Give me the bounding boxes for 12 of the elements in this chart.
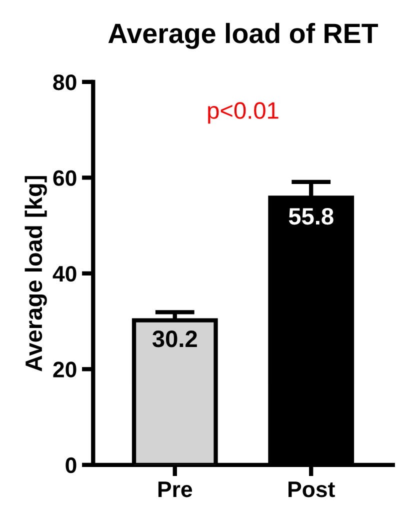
chart-title: Average load of RET [108,22,378,49]
x-tick-label: Post [288,482,335,498]
data-label: 30.2 [152,330,197,348]
annotation: p<0.01 [208,102,278,124]
data-label: 55.8 [288,208,334,225]
y-axis-title: Average load [kg] [24,176,47,372]
y-tick-label: 20 [53,362,76,378]
y-tick-label: 80 [53,74,76,90]
x-tick-label: Pre [158,482,192,498]
y-tick-label: 40 [52,266,76,282]
y-tick-label: 0 [66,457,76,474]
y-tick-label: 60 [53,170,76,186]
